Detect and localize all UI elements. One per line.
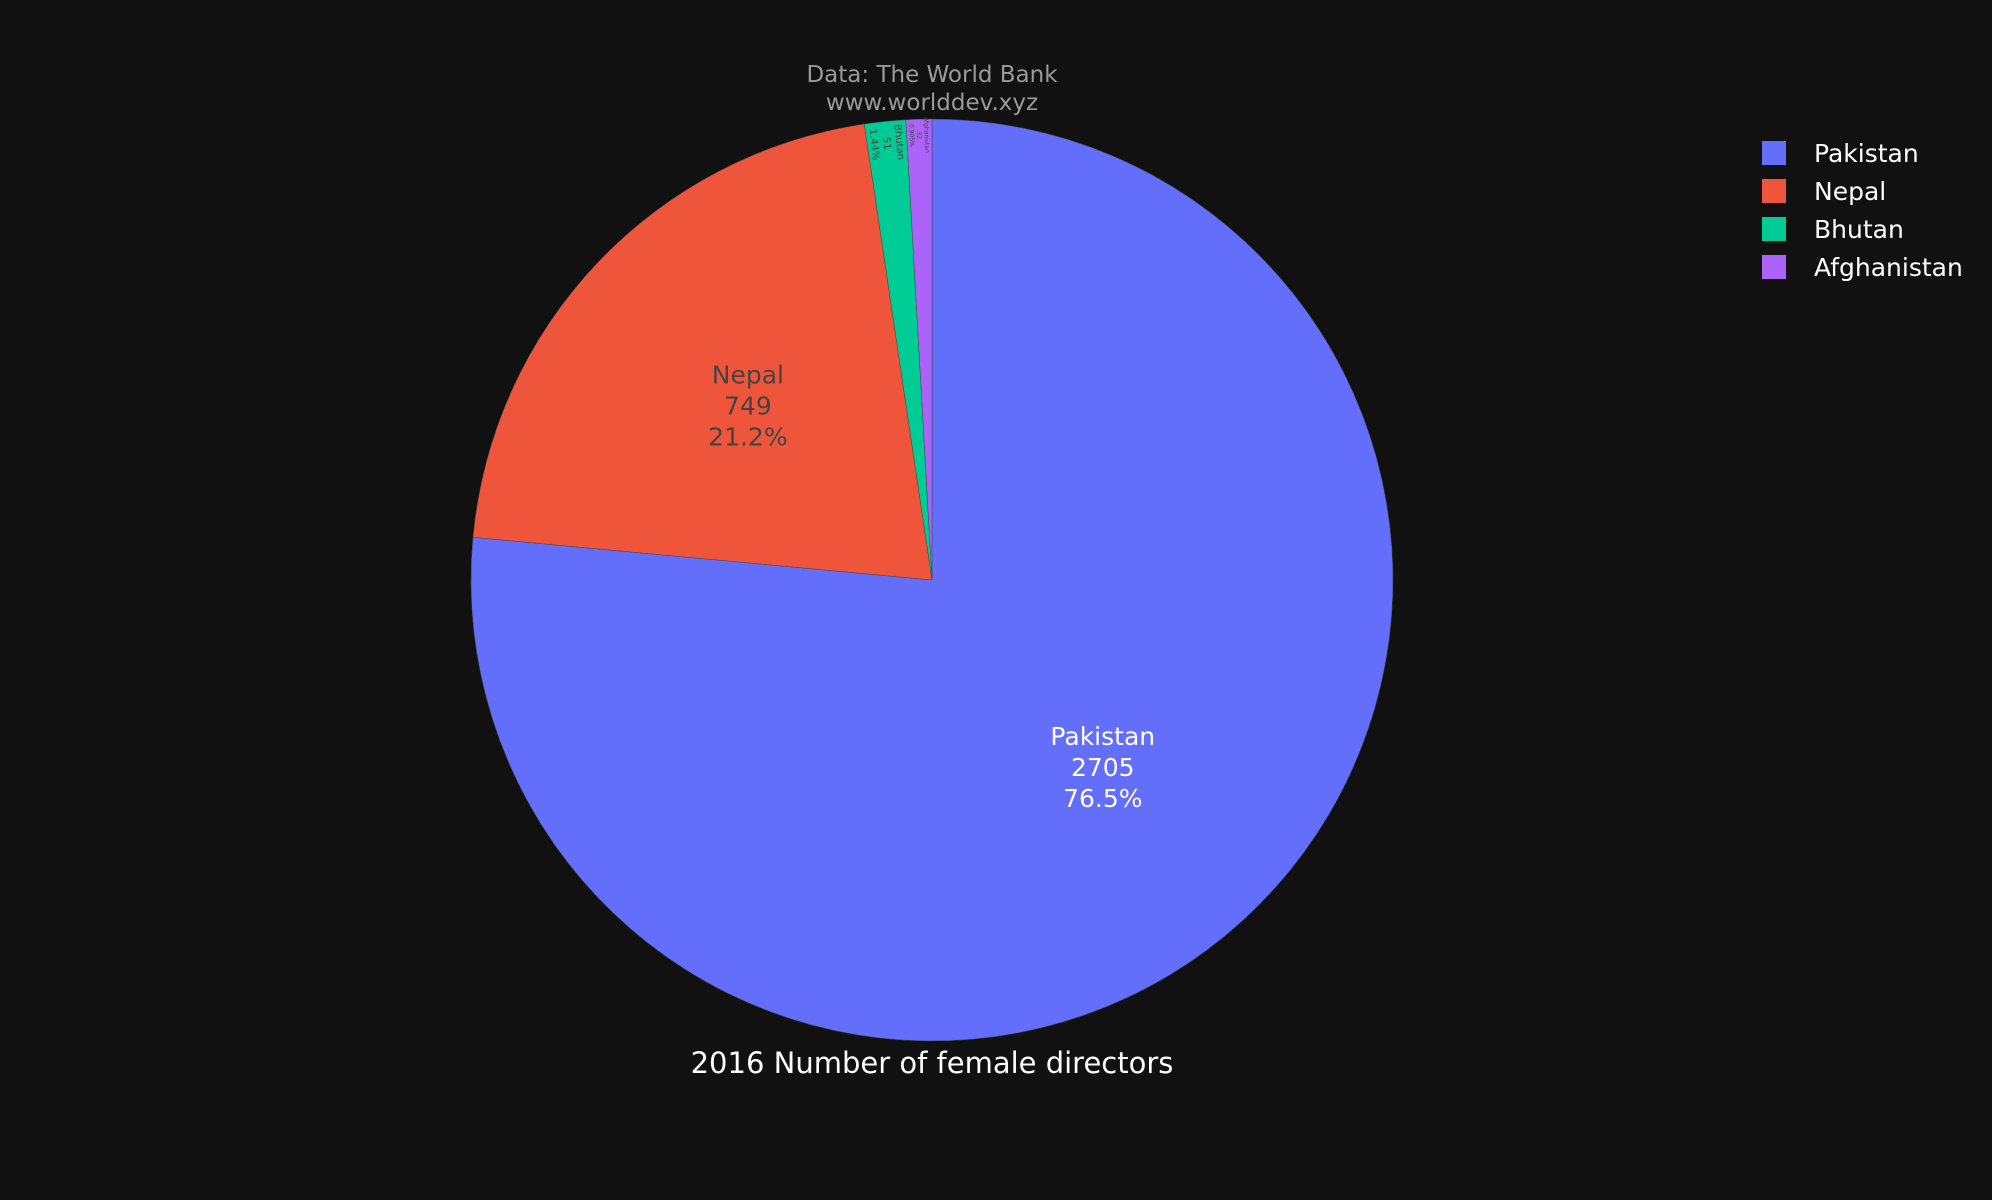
source-text: Data: The World Bank: [806, 62, 1058, 88]
legend-swatch: [1762, 141, 1786, 165]
legend-label: Nepal: [1814, 176, 1887, 206]
slice-name-label: Afghanistan: [922, 117, 930, 153]
legend-swatch: [1762, 179, 1786, 203]
slice-percent-label: 76.5%: [1063, 784, 1142, 813]
legend-item-afghanistan[interactable]: Afghanistan: [1762, 248, 1963, 286]
slice-percent-label: 0.905%: [907, 124, 915, 147]
pie-slice-afghanistan[interactable]: [905, 118, 933, 581]
legend-swatch: [1762, 217, 1786, 241]
legend-item-nepal[interactable]: Nepal: [1762, 172, 1963, 210]
slice-name-label: Bhutan: [891, 124, 906, 161]
legend-label: Bhutan: [1814, 214, 1904, 244]
slice-value-label: 32: [915, 131, 922, 139]
slice-name-label: Pakistan: [1050, 722, 1155, 751]
pie-slice-nepal[interactable]: [472, 123, 933, 581]
legend-label: Pakistan: [1814, 138, 1919, 168]
legend: Pakistan Nepal Bhutan Afghanistan: [1762, 134, 1963, 286]
chart-title: 2016 Number of female directors: [691, 1046, 1174, 1080]
legend-swatch: [1762, 255, 1786, 279]
slice-name-label: Nepal: [712, 360, 784, 389]
slice-value-label: 2705: [1071, 753, 1135, 782]
slice-value-label: 749: [724, 391, 772, 420]
slice-percent-label: 1.44%: [867, 128, 881, 161]
source-url-text: www.worlddev.xyz: [826, 90, 1038, 116]
pie-slices: [470, 118, 1394, 1042]
slice-value-label: 51: [880, 136, 892, 150]
slice-percent-label: 21.2%: [708, 422, 787, 451]
legend-item-pakistan[interactable]: Pakistan: [1762, 134, 1963, 172]
legend-label: Afghanistan: [1814, 252, 1963, 282]
legend-item-bhutan[interactable]: Bhutan: [1762, 210, 1963, 248]
